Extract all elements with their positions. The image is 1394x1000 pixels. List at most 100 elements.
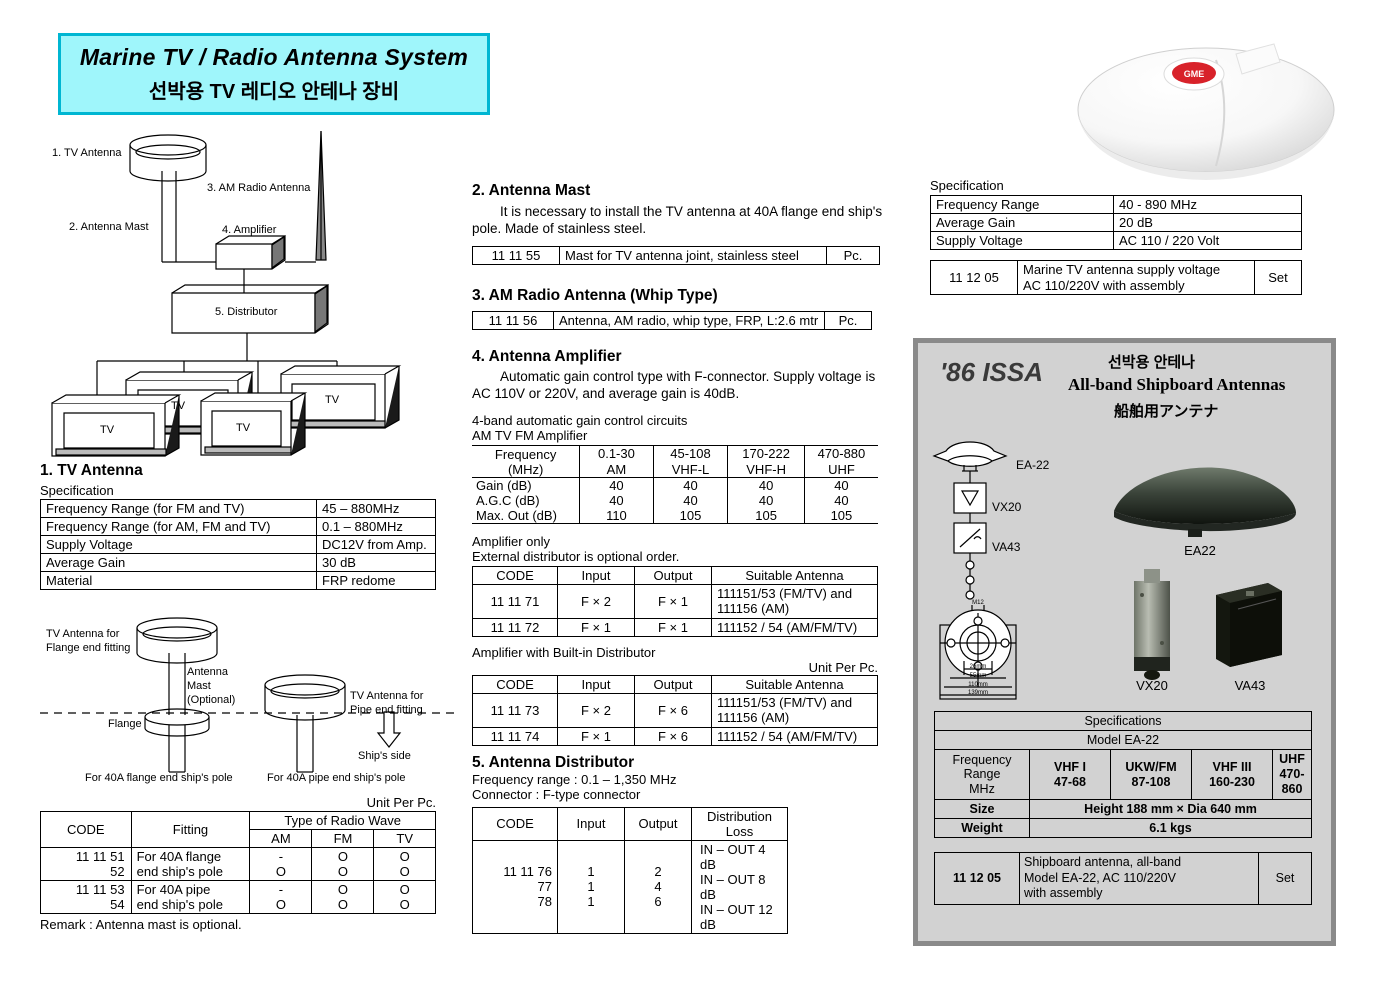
table-row: 11 11 73 F × 2 F × 6 111151/53 (FM/TV) a… (472, 692, 878, 728)
spec-label: Material (40, 571, 317, 590)
col-code: CODE (40, 811, 132, 848)
diagram-label-tv-antenna: 1. TV Antenna (52, 147, 122, 159)
input-cell: F × 1 (557, 617, 635, 637)
code-line-3: 78 (537, 894, 552, 910)
issa-year-mark: '86 ISSA (940, 357, 1044, 387)
table-row: Size Height 188 mm × Dia 640 mm (934, 799, 1312, 819)
code-line-2: 77 (537, 879, 552, 895)
flange-dim-55: 55mm (970, 673, 987, 679)
table-row: 11 12 05 Marine TV antenna supply voltag… (930, 259, 1302, 296)
band-value: 105 (652, 507, 728, 524)
spec-value: 20 dB (1113, 213, 1302, 232)
band-value: 40 (652, 492, 728, 508)
loss-line-3: IN – OUT 12 dB (700, 901, 773, 932)
fitting-label-flange-end: TV Antenna for Flange end fitting (46, 628, 131, 654)
band-name-0: AM (579, 461, 654, 478)
flange-dim-139: 139mm (968, 690, 988, 696)
issa-title-korean: 선박용 안테나 (1108, 354, 1195, 371)
amplifier-only-table: CODE Input Output Suitable Antenna 11 11… (472, 565, 878, 637)
table-row: 11 12 05 Shipboard antenna, all-band Mod… (934, 852, 1312, 905)
band-value: 110 (579, 507, 654, 524)
am-line-2: O (275, 864, 286, 879)
code-line-2: 52 (110, 864, 125, 879)
order-code: 11 11 55 (472, 245, 560, 265)
col-suitable-antenna: Suitable Antenna (711, 674, 878, 694)
input-cell: F × 1 (557, 726, 635, 746)
table-row: A.G.C (dB) 40 40 40 40 (472, 492, 878, 508)
order-unit: Pc. (826, 245, 880, 265)
fm-cell: O O (311, 847, 375, 881)
col-input: Input (557, 806, 625, 841)
diagram-label-tv-4: TV (236, 422, 251, 434)
distributor-table: CODE Input Output Distribution Loss 11 1… (472, 806, 788, 934)
suitable-antenna: 111151/53 (FM/TV) and 111156 (AM) (711, 583, 878, 619)
title-korean: 선박용 TV 레디오 안테나 장비 (148, 81, 400, 103)
code-cell: 11 11 51 52 (40, 847, 132, 881)
band-value: 40 (579, 477, 654, 493)
spec-value: AC 110 / 220 Volt (1113, 231, 1302, 250)
section2-heading: 2. Antenna Mast (472, 182, 591, 199)
order-desc: Shipboard antenna, all-band Model EA-22,… (1019, 852, 1259, 905)
fitting-caption-right: For 40A pipe end ship's pole (267, 772, 406, 784)
middle-column: 2. Antenna Mast It is necessary to insta… (472, 182, 884, 934)
spec-value: DC12V from Amp. (316, 535, 436, 554)
input-cell: F × 2 (557, 692, 635, 728)
fm-line-1: O (337, 882, 349, 897)
col-input: Input (557, 674, 635, 694)
builtin-distributor-note: Amplifier with Built-in Distributor (472, 644, 656, 660)
am-cell: - O (249, 847, 313, 881)
amplifier-band-table: Frequency 0.1-30 45-108 170-222 470-880 … (472, 444, 878, 524)
table-row: Frequency Range (for FM and TV) 45 – 880… (40, 499, 436, 518)
band-row-header-unit: (MHz) (472, 461, 580, 478)
col-fitting: Fitting (130, 811, 251, 848)
order-code: 11 11 72 (472, 617, 558, 637)
fitting-label-antenna-mast: Antenna Mast (Optional) (187, 666, 236, 706)
section4-body: Automatic gain control type with F-conne… (472, 368, 876, 401)
supply-spec-table: Frequency Range 40 - 890 MHz Average Gai… (930, 195, 1302, 250)
svg-text:GME: GME (1184, 69, 1205, 79)
band-name: VHF III (1212, 759, 1252, 774)
schematic-label-vx20: VX20 (992, 500, 1022, 514)
output-line-3: 6 (654, 894, 662, 910)
table-header-row: Specifications (934, 711, 1312, 731)
order-code: 11 11 73 (472, 692, 558, 728)
col-output: Output (634, 565, 712, 585)
issa-size-value: Height 188 mm × Dia 640 mm (1029, 799, 1312, 819)
spec-label: Average Gain (40, 553, 317, 572)
spec-value: 40 - 890 MHz (1113, 195, 1302, 214)
flange-dim-m12: M12 (972, 600, 984, 606)
order-unit: Pc. (824, 310, 872, 330)
input-line-1: 1 (587, 864, 595, 880)
col-radio-wave-group: Type of Radio Wave (249, 811, 436, 830)
diagram-label-tv-2: TV (325, 394, 340, 406)
order-unit: Set (1254, 259, 1302, 296)
right-spec-caption: Specification (930, 178, 1004, 193)
fitting-code-table: CODE Fitting Type of Radio Wave AM FM TV… (40, 811, 436, 914)
section5-heading: 5. Antenna Distributor (472, 753, 635, 771)
system-block-diagram: 1. TV Antenna 3. AM Radio Antenna 2. Ant… (40, 128, 460, 458)
table-row: 11 11 72 F × 1 F × 1 111152 / 54 (AM/FM/… (472, 617, 878, 637)
title-banner: Marine TV / Radio Antenna System 선박용 TV … (58, 33, 490, 115)
output-cell: F × 6 (634, 692, 712, 728)
photo-label-vx20-text: VX20 (1136, 678, 1168, 693)
fitting-label-ships-side: Ship's side (358, 750, 411, 762)
band-value: 40 (652, 477, 728, 493)
tv-cell: O O (373, 880, 436, 914)
supply-order-table: 11 12 05 Marine TV antenna supply voltag… (930, 259, 1302, 296)
issa-weight-value: 6.1 kgs (1029, 818, 1312, 838)
col-code: CODE (472, 674, 558, 694)
input-line-3: 1 (587, 894, 595, 910)
table-header-row: (MHz) AM VHF-L VHF-H UHF (472, 461, 878, 478)
table-row: Frequency Range 40 - 890 MHz (930, 195, 1302, 214)
tv-line-1: O (399, 849, 410, 864)
section5-frequency-range: Frequency range : 0.1 – 1,350 MHz (472, 771, 677, 787)
table-row: Weight 6.1 kgs (934, 818, 1312, 838)
am-line-2: O (275, 897, 286, 912)
left-column: 1. TV Antenna 3. AM Radio Antenna 2. Ant… (40, 128, 460, 932)
spec-value: 30 dB (316, 553, 436, 572)
suitable-antenna: 111152 / 54 (AM/FM/TV) (711, 726, 878, 746)
band-range: 47-68 (1054, 774, 1086, 789)
fitting-label-pipe-end: TV Antenna for Pipe end fitting (350, 690, 424, 716)
output-cell: F × 1 (634, 583, 712, 619)
